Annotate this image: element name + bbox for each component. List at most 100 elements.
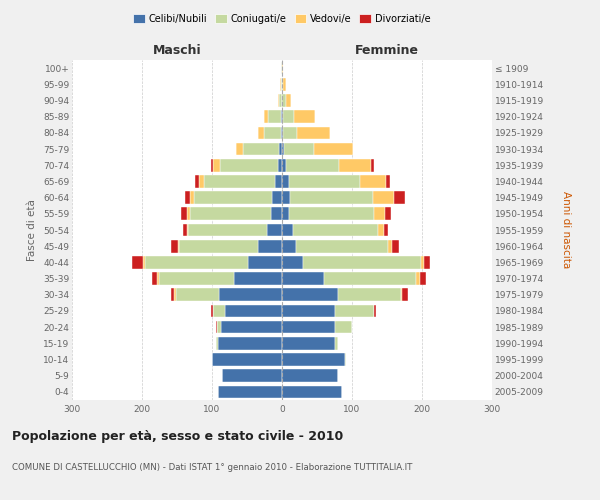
Bar [282, 62, 283, 74]
Bar [258, 126, 264, 139]
Bar [392, 240, 399, 252]
Bar [211, 304, 212, 318]
Y-axis label: Anni di nascita: Anni di nascita [560, 192, 571, 268]
Bar [282, 208, 289, 220]
Bar [222, 370, 282, 382]
Bar [298, 126, 329, 139]
Bar [282, 353, 345, 366]
Bar [187, 224, 188, 236]
Text: COMUNE DI CASTELLUCCHIO (MN) - Dati ISTAT 1° gennaio 2010 - Elaborazione TUTTITA: COMUNE DI CASTELLUCCHIO (MN) - Dati ISTA… [12, 463, 412, 472]
Bar [314, 142, 353, 156]
Bar [268, 110, 281, 123]
Bar [257, 240, 282, 252]
Bar [378, 224, 383, 236]
Bar [282, 256, 303, 268]
Bar [282, 175, 289, 188]
Bar [324, 272, 416, 285]
Bar [264, 126, 281, 139]
Bar [145, 256, 248, 268]
Text: Femmine: Femmine [355, 44, 419, 57]
Bar [281, 110, 282, 123]
Bar [216, 337, 218, 349]
Bar [176, 288, 219, 301]
Bar [282, 240, 296, 252]
Bar [272, 192, 282, 204]
Bar [187, 208, 190, 220]
Bar [279, 142, 282, 156]
Bar [280, 78, 281, 90]
Bar [236, 142, 243, 156]
Bar [281, 62, 282, 74]
Bar [282, 192, 290, 204]
Text: Maschi: Maschi [152, 44, 202, 57]
Bar [219, 288, 282, 301]
Bar [424, 256, 430, 268]
Bar [178, 240, 179, 252]
Bar [212, 353, 282, 366]
Bar [217, 321, 221, 334]
Bar [335, 321, 352, 334]
Bar [282, 78, 283, 90]
Bar [303, 256, 421, 268]
Bar [179, 240, 257, 252]
Bar [282, 142, 284, 156]
Bar [371, 159, 374, 172]
Bar [338, 159, 371, 172]
Bar [159, 272, 235, 285]
Bar [374, 304, 376, 318]
Bar [282, 224, 293, 236]
Bar [181, 208, 187, 220]
Bar [264, 110, 268, 123]
Bar [174, 288, 176, 301]
Bar [211, 159, 214, 172]
Bar [281, 78, 282, 90]
Bar [203, 175, 275, 188]
Bar [157, 272, 159, 285]
Bar [361, 175, 386, 188]
Bar [386, 175, 390, 188]
Bar [388, 240, 392, 252]
Bar [282, 321, 335, 334]
Y-axis label: Fasce di età: Fasce di età [28, 199, 37, 261]
Bar [190, 192, 194, 204]
Bar [185, 192, 190, 204]
Bar [214, 304, 224, 318]
Bar [282, 288, 338, 301]
Bar [216, 321, 217, 334]
Bar [286, 159, 338, 172]
Bar [338, 288, 401, 301]
Bar [188, 224, 266, 236]
Bar [243, 142, 279, 156]
Bar [284, 142, 314, 156]
Bar [221, 321, 282, 334]
Bar [224, 304, 282, 318]
Bar [235, 272, 282, 285]
Bar [289, 175, 361, 188]
Bar [214, 159, 220, 172]
Bar [282, 370, 338, 382]
Bar [218, 386, 282, 398]
Bar [282, 94, 286, 107]
Bar [421, 256, 424, 268]
Bar [420, 272, 425, 285]
Bar [182, 224, 187, 236]
Bar [132, 256, 143, 268]
Bar [294, 110, 315, 123]
Bar [170, 288, 174, 301]
Bar [282, 110, 283, 123]
Bar [394, 192, 405, 204]
Bar [290, 192, 373, 204]
Bar [218, 337, 282, 349]
Bar [275, 175, 282, 188]
Bar [374, 208, 385, 220]
Bar [383, 224, 388, 236]
Bar [282, 386, 341, 398]
Bar [213, 304, 214, 318]
Bar [281, 126, 282, 139]
Bar [335, 304, 374, 318]
Bar [282, 159, 286, 172]
Bar [195, 175, 199, 188]
Bar [283, 126, 298, 139]
Bar [279, 94, 282, 107]
Bar [194, 192, 272, 204]
